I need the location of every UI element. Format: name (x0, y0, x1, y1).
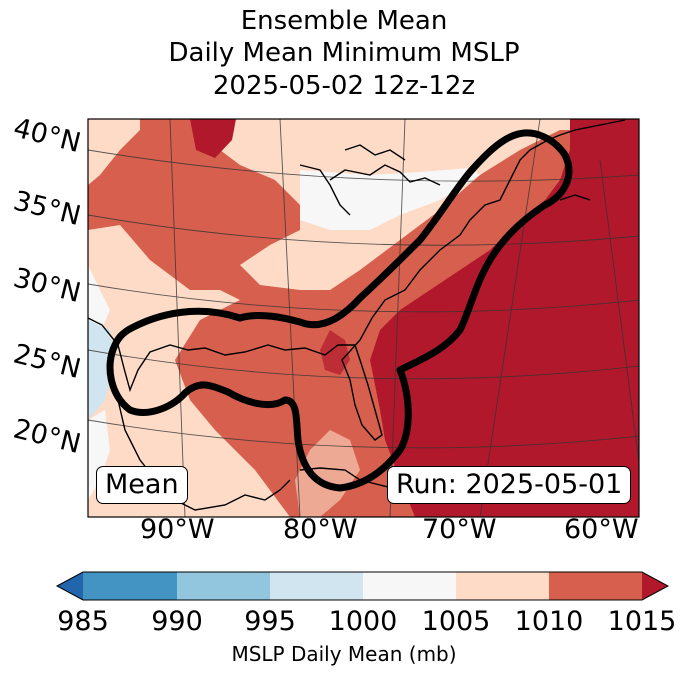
colorbar-tick-985: 985 (57, 606, 109, 637)
colorbar-tick-1015: 1015 (607, 606, 677, 637)
colorbar-segment-985-990 (83, 572, 177, 600)
colorbar (55, 571, 670, 601)
colorbar-segment-995-1000 (270, 572, 363, 600)
colorbar-segment-1005-1010 (456, 572, 549, 600)
colorbar-label: MSLP Daily Mean (mb) (231, 642, 457, 666)
colorbar-segment-1010-1015 (549, 572, 642, 600)
colorbar-extend-high (642, 572, 668, 600)
mean-box-label: Mean (96, 466, 188, 504)
colorbar-tick-1010: 1010 (514, 606, 584, 637)
mslp-field (88, 119, 639, 517)
lon-label-80w: 80°W (283, 514, 358, 545)
mslp-contour (106, 129, 573, 492)
colorbar-segment-990-995 (177, 572, 270, 600)
colorbar-tick-1000: 1000 (328, 606, 398, 637)
lon-label-60w: 60°W (564, 514, 639, 545)
title-line-3: 2025-05-02 12z-12z (212, 71, 476, 101)
lon-label-90w: 90°W (140, 514, 215, 545)
colorbar-extend-low (57, 572, 83, 600)
colorbar-segment-1000-1005 (363, 572, 456, 600)
colorbar-tick-995: 995 (244, 606, 296, 637)
lon-label-70w: 70°W (422, 514, 497, 545)
colorbar-tick-990: 990 (151, 606, 203, 637)
title-line-1: Ensemble Mean (240, 6, 448, 36)
coastlines (88, 119, 626, 511)
colorbar-tick-1005: 1005 (421, 606, 491, 637)
run-date-box-label: Run: 2025-05-01 (387, 466, 632, 504)
title-line-2: Daily Mean Minimum MSLP (168, 38, 520, 68)
